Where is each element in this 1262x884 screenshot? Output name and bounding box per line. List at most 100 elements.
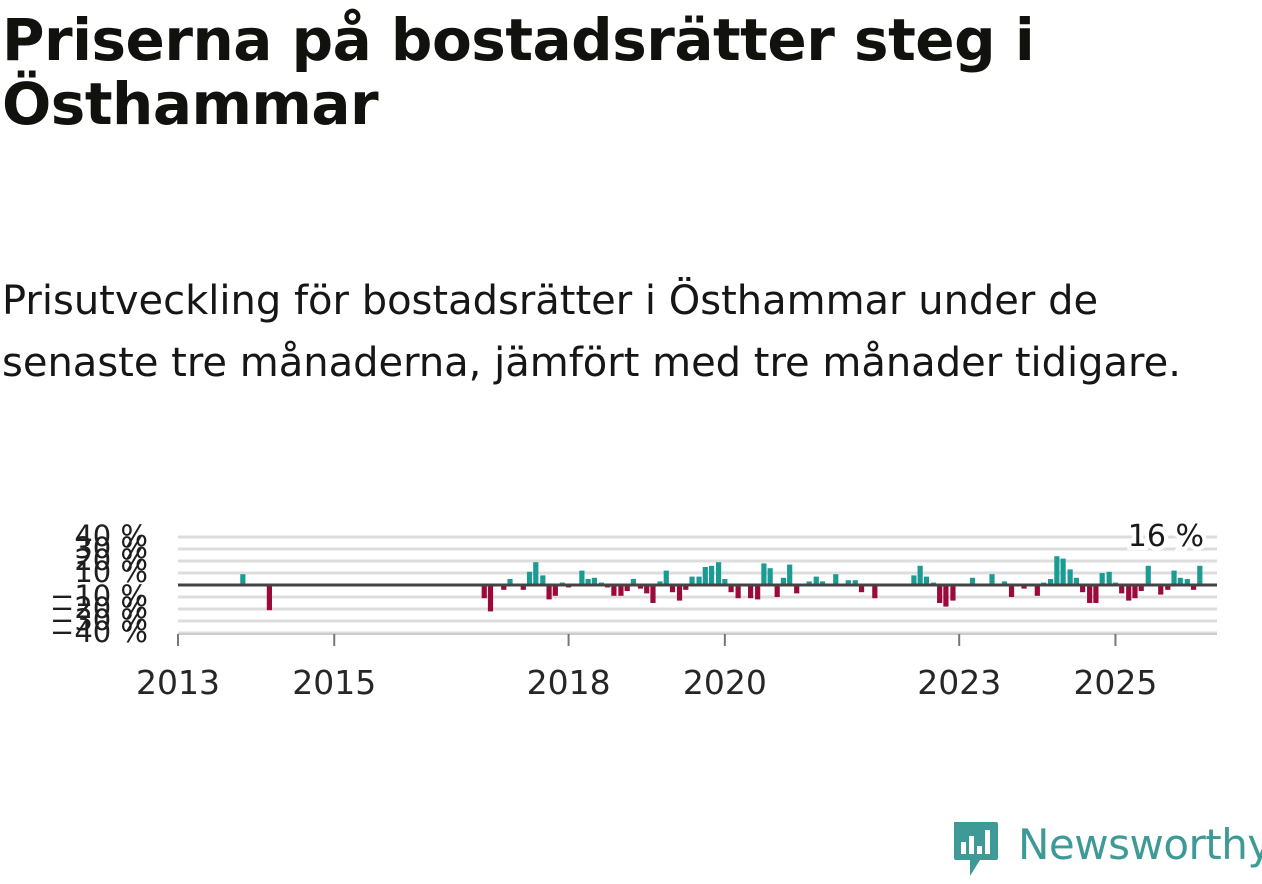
gridlines xyxy=(178,535,1217,635)
bar xyxy=(872,585,878,599)
bar xyxy=(722,579,728,585)
bar xyxy=(715,562,722,585)
bar xyxy=(845,580,851,585)
bar xyxy=(1060,558,1066,585)
bar xyxy=(748,585,754,599)
bar xyxy=(794,585,800,594)
bar xyxy=(1087,585,1093,603)
bar xyxy=(637,585,644,589)
bar xyxy=(989,574,995,585)
y-tick-label: 30 % xyxy=(74,531,148,565)
bar xyxy=(708,565,715,585)
x-tick-label: 2025 xyxy=(1073,663,1157,702)
x-tick-label: 2015 xyxy=(292,663,376,702)
x-axis: 2013 2015 2018 2020 2023 2025 xyxy=(136,633,1217,702)
bar xyxy=(735,585,741,599)
bar xyxy=(1119,585,1125,594)
bar xyxy=(767,568,773,585)
bar xyxy=(579,570,585,585)
y-tick-label: 40 % xyxy=(74,519,148,553)
bar xyxy=(611,585,617,596)
bar xyxy=(520,585,526,590)
y-tick-label: 20 % xyxy=(74,543,148,577)
bar xyxy=(852,580,858,585)
bar xyxy=(591,577,597,585)
bar xyxy=(806,581,812,585)
chart-subtitle: Prisutveckling för bostadsrätter i Östha… xyxy=(2,278,1181,386)
bar xyxy=(1145,565,1151,585)
y-tick-label: −10 % xyxy=(50,579,148,613)
bar xyxy=(780,577,787,585)
bar xyxy=(650,585,656,603)
bar xyxy=(1184,579,1190,585)
bar xyxy=(1080,585,1086,593)
bar xyxy=(1021,585,1027,589)
bar xyxy=(787,564,793,585)
bar xyxy=(585,579,591,585)
x-tick-label: 2020 xyxy=(683,663,767,702)
bar xyxy=(1197,565,1203,585)
bar xyxy=(487,585,494,612)
y-tick-label: −40 % xyxy=(50,615,148,649)
bar xyxy=(501,585,507,590)
bar xyxy=(1132,585,1138,599)
bar xyxy=(755,585,761,600)
bar xyxy=(669,585,676,593)
bar xyxy=(937,585,943,603)
bar xyxy=(969,577,976,585)
y-tick-label: −20 % xyxy=(50,591,148,625)
bar xyxy=(923,576,929,585)
brand-name: Newsworthy xyxy=(1018,820,1262,869)
bar-chart: −40 %−30 %−20 %−10 %10 %20 %30 %40 % 201… xyxy=(50,515,1217,702)
x-tick-label: 2013 xyxy=(136,663,220,702)
bar xyxy=(917,565,923,585)
bar xyxy=(728,585,734,593)
bar xyxy=(819,581,826,585)
bar xyxy=(540,575,546,585)
bar xyxy=(624,585,630,591)
bar xyxy=(1171,570,1177,585)
bar xyxy=(858,585,865,593)
bar xyxy=(1165,585,1171,590)
bar xyxy=(774,585,780,597)
bar xyxy=(240,574,246,585)
bar xyxy=(1158,585,1164,595)
bar xyxy=(533,562,539,585)
x-tick-label: 2023 xyxy=(917,663,1001,702)
bar xyxy=(552,585,558,596)
bar xyxy=(676,585,683,601)
newsworthy-logo: Newsworthy xyxy=(950,818,1262,880)
bar xyxy=(630,579,637,585)
bar xyxy=(618,585,624,596)
bar xyxy=(1099,573,1105,585)
chart-title: Priserna på bostadsrätter steg i Östhamm… xyxy=(2,6,1035,138)
bar xyxy=(526,571,533,585)
bar xyxy=(1138,585,1144,591)
bar xyxy=(644,585,650,594)
bar xyxy=(1034,585,1040,596)
bar xyxy=(1177,577,1183,585)
bar xyxy=(546,585,552,600)
bar xyxy=(1126,585,1132,601)
bar xyxy=(813,576,819,585)
x-tick-label: 2018 xyxy=(527,663,611,702)
bar xyxy=(911,575,917,585)
bar xyxy=(1093,585,1099,603)
y-axis-labels: −40 %−30 %−20 %−10 %10 %20 %30 %40 % xyxy=(50,519,148,649)
bar xyxy=(481,585,487,599)
bar xyxy=(507,579,513,585)
y-tick-label: −30 % xyxy=(50,603,148,637)
bar xyxy=(761,563,767,585)
bar xyxy=(683,585,689,590)
bar xyxy=(950,585,956,601)
bar xyxy=(702,567,708,585)
bar xyxy=(1001,581,1008,585)
newsworthy-icon xyxy=(954,822,998,876)
bar xyxy=(1073,577,1079,585)
bar xyxy=(833,574,839,585)
latest-value-annotation: 16 % xyxy=(1128,519,1204,554)
y-tick-label: 10 % xyxy=(74,555,148,589)
bar xyxy=(943,585,949,607)
bar xyxy=(1190,585,1197,590)
bar xyxy=(696,576,702,585)
